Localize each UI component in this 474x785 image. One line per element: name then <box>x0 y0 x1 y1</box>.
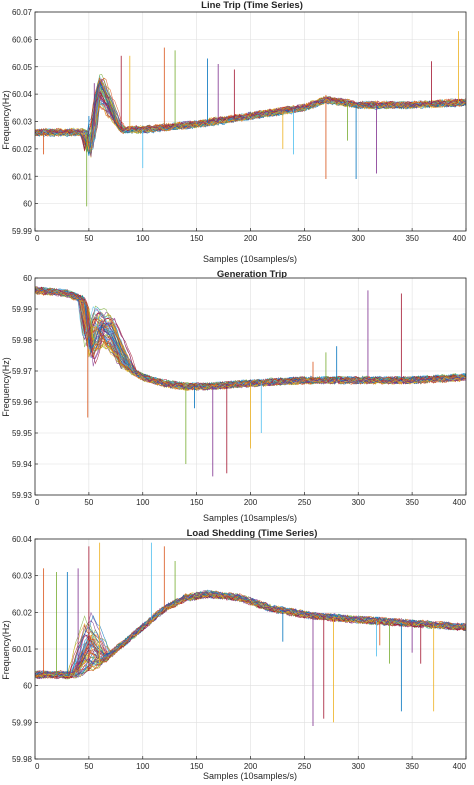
y-tick-label: 60 <box>23 682 32 691</box>
y-tick-label: 59.99 <box>12 718 33 727</box>
y-tick-label: 60.07 <box>12 8 33 17</box>
y-tick-label: 60.02 <box>12 608 33 617</box>
x-tick-label: 150 <box>190 498 204 507</box>
x-tick-label: 100 <box>136 498 150 507</box>
x-tick-label: 300 <box>352 762 366 771</box>
x-tick-label: 0 <box>35 762 40 771</box>
y-tick-label: 59.93 <box>12 491 33 500</box>
series-line <box>35 81 466 157</box>
y-tick-label: 59.95 <box>12 429 33 438</box>
x-tick-label: 50 <box>84 498 93 507</box>
x-axis-label-generation-trip: Samples (10samples/s) <box>203 513 297 523</box>
y-tick-label: 60 <box>23 200 32 209</box>
y-tick-label: 60.01 <box>12 172 33 181</box>
chart-load-shedding: 0 50 100 150 200 250 300 350 400 59.98 59.99 60 60.0… <box>12 535 467 771</box>
y-tick-label: 60.04 <box>12 90 33 99</box>
chart-generation-trip: 0 50 100 150 200 250 300 350 400 59.93 59.94 59.95 5… <box>12 274 467 507</box>
x-tick-label: 250 <box>298 498 312 507</box>
x-tick-label: 50 <box>84 234 93 243</box>
y-tick-label: 59.99 <box>12 305 33 314</box>
x-tick-label: 400 <box>453 234 467 243</box>
x-tick-label: 200 <box>244 498 258 507</box>
x-tick-label: 0 <box>35 234 40 243</box>
series-line <box>35 592 466 677</box>
series-line <box>35 79 466 157</box>
x-axis-label-load-shedding: Samples (10samples/s) <box>203 771 297 781</box>
x-tick-label: 350 <box>405 498 419 507</box>
series-line <box>35 591 466 677</box>
y-axis-label-line-trip: Frequency(Hz) <box>1 90 11 150</box>
series-line <box>35 288 466 389</box>
x-tick-label: 400 <box>453 762 467 771</box>
y-tick-label: 60.03 <box>12 118 33 127</box>
x-tick-label: 350 <box>405 762 419 771</box>
series-line <box>35 287 466 388</box>
x-tick-label: 250 <box>298 762 312 771</box>
x-tick-label: 400 <box>453 498 467 507</box>
y-tick-label: 60.06 <box>12 35 33 44</box>
x-axis-label-line-trip: Samples (10samples/s) <box>203 254 297 264</box>
x-tick-label: 0 <box>35 498 40 507</box>
x-tick-label: 150 <box>190 234 204 243</box>
y-tick-label: 59.94 <box>12 460 33 469</box>
series-line <box>35 82 466 156</box>
y-tick-label: 60.01 <box>12 645 33 654</box>
x-tick-label: 200 <box>244 234 258 243</box>
series-line <box>35 77 466 138</box>
x-tick-label: 150 <box>190 762 204 771</box>
y-tick-label: 59.98 <box>12 336 33 345</box>
series-line <box>35 590 466 676</box>
panel-title-generation-trip: Generation Trip <box>217 269 287 280</box>
y-axis-label-generation-trip: Frequency(Hz) <box>1 357 11 417</box>
series-line <box>35 590 466 676</box>
y-tick-label: 59.96 <box>12 398 33 407</box>
x-tick-label: 250 <box>298 234 312 243</box>
y-tick-label: 59.99 <box>12 227 33 236</box>
x-tick-label: 100 <box>136 762 150 771</box>
y-tick-label: 60.03 <box>12 572 33 581</box>
x-tick-label: 100 <box>136 234 150 243</box>
x-tick-label: 300 <box>352 234 366 243</box>
x-tick-label: 300 <box>352 498 366 507</box>
panel-title-load-shedding: Load Shedding (Time Series) <box>187 528 318 539</box>
x-tick-label: 200 <box>244 762 258 771</box>
y-tick-label: 60.05 <box>12 63 33 72</box>
panel-title-line-trip: Line Trip (Time Series) <box>201 0 303 11</box>
x-tick-label: 350 <box>405 234 419 243</box>
series-line <box>35 97 466 144</box>
chart-line-trip: 0 50 100 150 200 250 300 350 400 59.99 60 60.01 60.0… <box>12 8 467 243</box>
x-tick-label: 50 <box>84 762 93 771</box>
series-line <box>35 98 466 150</box>
series-group <box>35 542 466 726</box>
y-tick-label: 60.02 <box>12 145 33 154</box>
y-tick-label: 59.97 <box>12 367 33 376</box>
y-tick-label: 60 <box>23 274 32 283</box>
series-group <box>35 285 466 477</box>
series-line <box>35 593 466 679</box>
y-tick-label: 60.04 <box>12 535 33 544</box>
y-tick-label: 59.98 <box>12 755 33 764</box>
series-group <box>35 31 466 207</box>
y-axis-label-load-shedding: Frequency(Hz) <box>1 620 11 680</box>
